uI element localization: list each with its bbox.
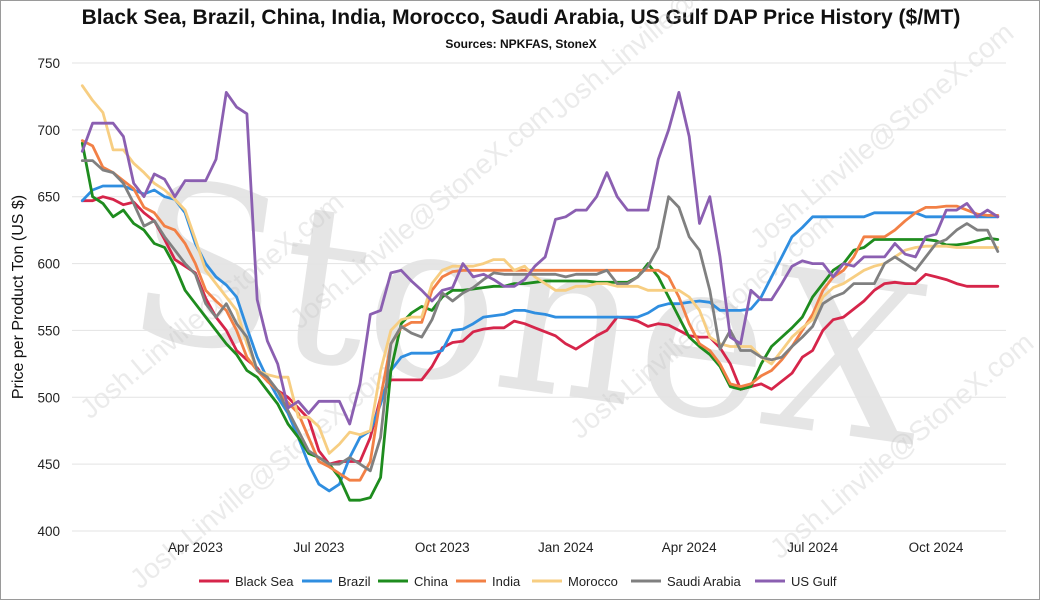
x-tick-label: Jan 2024 bbox=[538, 540, 594, 555]
y-tick-label: 550 bbox=[37, 323, 60, 338]
y-tick-label: 650 bbox=[37, 190, 60, 205]
legend-label-us-gulf: US Gulf bbox=[791, 574, 837, 589]
series-line-india bbox=[80, 139, 1000, 482]
legend-label-brazil: Brazil bbox=[338, 574, 371, 589]
x-tick-label: Jul 2024 bbox=[787, 540, 839, 555]
x-axis-ticks: Apr 2023 Jul 2023 Oct 2023 Jan 2024 Apr 2024… bbox=[168, 540, 964, 555]
chart-subtitle: Sources: NPKFAS, StoneX bbox=[445, 37, 597, 51]
legend-label-china: China bbox=[414, 574, 449, 589]
legend: Black Sea Brazil China India Morocco Saudi Ar… bbox=[199, 574, 837, 589]
y-tick-label: 450 bbox=[37, 457, 60, 472]
x-tick-label: Oct 2024 bbox=[909, 540, 964, 555]
y-tick-label: 700 bbox=[37, 123, 60, 138]
x-tick-label: Apr 2023 bbox=[168, 540, 223, 555]
chart-title: Black Sea, Brazil, China, India, Morocco… bbox=[81, 6, 961, 29]
legend-label-morocco: Morocco bbox=[568, 574, 618, 589]
y-axis-label: Price per Product Ton (US $) bbox=[10, 195, 27, 399]
y-axis-ticks: 400 450 500 550 600 650 700 750 bbox=[37, 56, 60, 539]
y-tick-label: 400 bbox=[37, 524, 60, 539]
x-tick-label: Oct 2023 bbox=[415, 540, 470, 555]
x-tick-label: Jul 2023 bbox=[293, 540, 344, 555]
series-line-brazil bbox=[80, 184, 1000, 493]
series-lines bbox=[80, 84, 1000, 502]
series-line-saudi-arabia bbox=[80, 159, 1000, 473]
legend-label-india: India bbox=[492, 574, 521, 589]
x-tick-label: Apr 2024 bbox=[662, 540, 717, 555]
legend-label-saudi-arabia: Saudi Arabia bbox=[667, 574, 741, 589]
y-tick-label: 500 bbox=[37, 390, 60, 405]
series-line-black-sea bbox=[80, 195, 1000, 466]
series-line-us-gulf bbox=[80, 91, 1000, 426]
y-tick-label: 600 bbox=[37, 257, 60, 272]
legend-label-black-sea: Black Sea bbox=[235, 574, 294, 589]
watermark: StoneX Josh.Linville@StoneX.comJosh.Linv… bbox=[74, 0, 1039, 595]
watermark-email: Josh.Linville@StoneX.com bbox=[744, 16, 1019, 254]
y-tick-label: 750 bbox=[37, 56, 60, 71]
series-line-morocco bbox=[80, 84, 1000, 455]
